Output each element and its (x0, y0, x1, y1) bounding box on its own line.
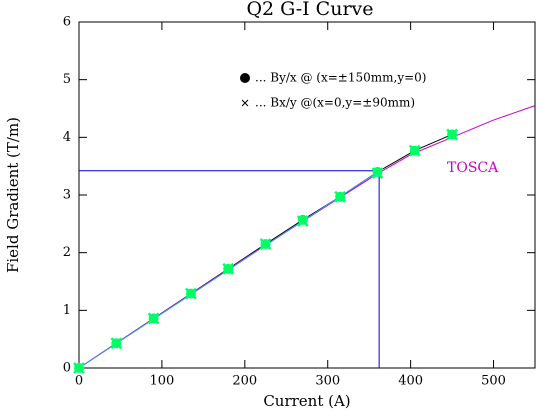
y-tick-label: 2 (63, 245, 71, 260)
x-tick-label: 200 (232, 374, 257, 389)
x-tick-label: 400 (398, 374, 423, 389)
point (446, 128, 458, 141)
point (222, 262, 235, 275)
point (147, 312, 160, 325)
data-line (78, 133, 453, 369)
y-tick-label: 0 (63, 361, 71, 376)
point (110, 337, 123, 350)
y-tick-label: 3 (63, 188, 71, 203)
x-axis-label: Current (A) (263, 392, 350, 410)
curve-label: TOSCA (447, 160, 499, 176)
point (259, 238, 272, 250)
point (408, 144, 421, 157)
legend-marker (241, 99, 249, 107)
x-tick-label: 300 (315, 374, 340, 389)
point (296, 215, 309, 227)
point (185, 287, 197, 300)
y-tick-label: 6 (63, 15, 71, 30)
y-tick-label: 1 (63, 303, 71, 318)
legend-label: ... Bx/y @(x=0,y=±90mm) (255, 96, 415, 110)
x-tick-label: 100 (149, 374, 174, 389)
curve (78, 105, 536, 369)
y-tick-label: 4 (63, 130, 71, 145)
chart-title: Q2 G-I Curve (246, 0, 373, 20)
legend-marker (240, 73, 250, 83)
point (334, 190, 347, 203)
x-tick-label: 500 (481, 374, 506, 389)
legend-label: ... By/x @ (x=±150mm,y=0) (255, 71, 426, 85)
y-tick-label: 5 (63, 72, 71, 87)
y-axis-label: Field Gradient (T/m) (4, 117, 22, 273)
x-tick-label: 0 (75, 374, 83, 389)
point (371, 167, 384, 179)
point (73, 362, 85, 374)
